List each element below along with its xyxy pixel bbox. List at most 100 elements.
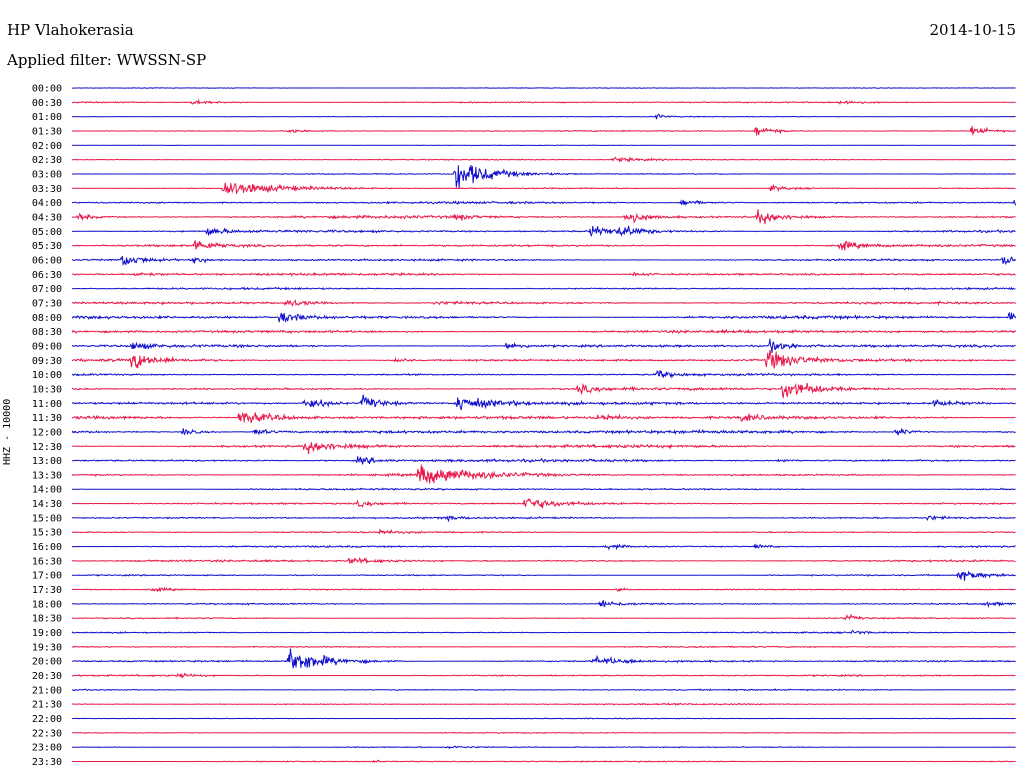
trace-line [71,427,1016,436]
trace-line [71,456,1016,465]
trace-line [72,702,1016,706]
trace-line [71,349,1016,369]
trace-line [71,717,1016,720]
trace-line [71,514,1016,523]
trace-line [71,164,1016,189]
trace-line [72,225,1016,237]
row-time-label: 08:00 [32,313,62,324]
trace-line [71,338,1016,354]
row-time-label: 06:30 [32,270,62,281]
row-time-label: 07:30 [32,298,62,309]
trace-line [71,394,1016,411]
row-time-label: 17:00 [32,571,62,582]
row-time-label: 11:30 [32,413,62,424]
row-time-label: 08:30 [32,327,62,338]
trace-line [72,487,1016,491]
row-time-label: 01:00 [32,112,62,123]
row-time-label: 02:30 [32,155,62,166]
row-time-label: 23:00 [32,743,62,754]
trace-line [71,286,1016,291]
row-time-label: 01:30 [32,126,62,137]
trace-line [71,613,1016,621]
trace-line [71,648,1016,669]
trace-line [71,113,1016,120]
trace-line [71,328,1017,335]
row-time-label: 02:00 [32,141,62,152]
row-time-label: 18:30 [32,614,62,625]
row-time-label: 13:30 [32,470,62,481]
row-time-label: 23:30 [32,757,62,768]
row-time-label: 19:30 [32,642,62,653]
row-time-label: 22:00 [32,714,62,725]
row-time-label: 17:30 [32,585,62,596]
trace-line [71,556,1016,565]
trace-line [71,464,1016,484]
trace-line [71,688,1016,692]
row-time-label: 07:00 [32,284,62,295]
row-time-label: 12:30 [32,442,62,453]
trace-line [71,299,1016,307]
row-time-label: 21:30 [32,700,62,711]
row-time-label: 22:30 [32,728,62,739]
row-time-label: 13:00 [32,456,62,467]
trace-line [71,629,1016,635]
trace-line [72,442,1016,454]
row-time-label: 10:30 [32,384,62,395]
row-time-label: 06:00 [32,255,62,266]
trace-line [71,86,1016,90]
trace-line [72,182,1016,194]
row-time-label: 10:00 [32,370,62,381]
trace-line [71,144,1016,147]
filter-label: Applied filter: WWSSN-SP [7,51,207,69]
row-time-label: 05:30 [32,241,62,252]
trace-line [71,570,1016,581]
row-time-label: 16:30 [32,556,62,567]
trace-line [71,497,1016,509]
trace-line [71,382,1017,399]
row-time-label: 00:00 [32,84,62,95]
row-time-label: 16:00 [32,542,62,553]
row-time-label: 14:00 [32,485,62,496]
record-date: 2014-10-15 [929,21,1016,39]
trace-line [71,759,1016,763]
trace-line [72,126,1016,136]
row-time-label: 20:00 [32,657,62,668]
station-name: HP Vlahokerasia [7,21,134,39]
trace-line [71,209,1016,225]
row-time-label: 15:00 [32,513,62,524]
trace-line [71,731,1016,735]
trace-line [71,543,1016,551]
row-time-label: 21:00 [32,685,62,696]
trace-line [71,239,1016,251]
trace-line [71,98,1016,105]
row-time-label: 03:00 [32,169,62,180]
trace-line [71,156,1016,163]
trace-line [71,672,1016,679]
row-time-label: 04:00 [32,198,62,209]
trace-line [71,411,1016,424]
trace-line [71,311,1017,324]
row-time-label: 00:30 [32,98,62,109]
trace-line [71,586,1016,593]
row-time-label: 12:00 [32,427,62,438]
row-time-label: 09:00 [32,341,62,352]
row-time-label: 11:00 [32,399,62,410]
trace-line [71,599,1017,609]
row-time-label: 15:30 [32,528,62,539]
row-time-label: 09:30 [32,356,62,367]
trace-line [71,645,1016,649]
row-time-label: 03:30 [32,184,62,195]
trace-line [71,271,1016,277]
trace-line [71,255,1017,266]
row-time-label: 04:30 [32,212,62,223]
trace-line [72,528,1016,535]
trace-line [71,370,1016,379]
row-time-label: 14:30 [32,499,62,510]
row-time-label: 20:30 [32,671,62,682]
trace-line [72,199,1017,207]
row-time-label: 18:00 [32,599,62,610]
row-time-label: 05:00 [32,227,62,238]
trace-line [71,745,1016,750]
